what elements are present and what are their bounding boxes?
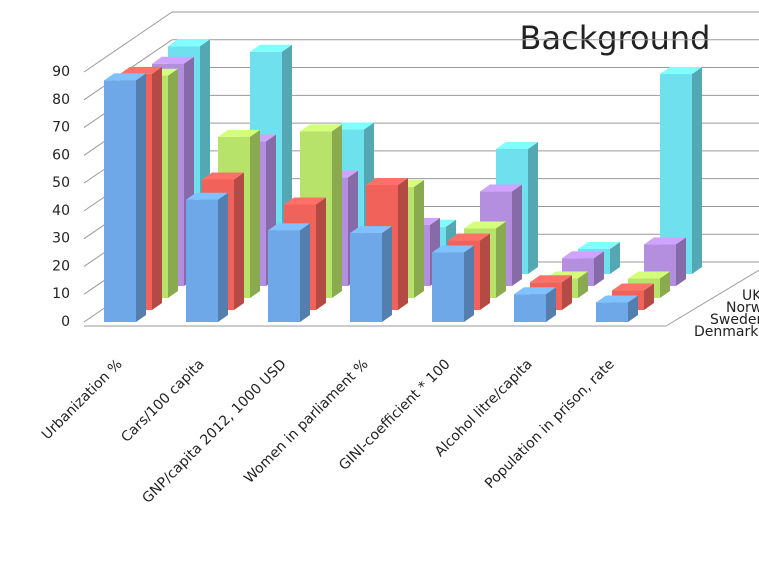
bar-side [382, 226, 392, 322]
bar-top [350, 226, 392, 234]
bar [432, 252, 464, 322]
bar-top [120, 66, 162, 74]
y-tick-label: 60 [52, 147, 70, 163]
bar-side [464, 245, 474, 322]
y-tick-label: 50 [52, 175, 70, 191]
bar-side [546, 287, 556, 322]
bar-top [152, 56, 194, 64]
grid-line [83, 11, 173, 73]
bar-side [414, 179, 424, 298]
y-tick-label: 0 [61, 314, 70, 330]
y-tick-label: 70 [52, 120, 70, 136]
chart-title: Background [520, 19, 711, 57]
bar-top [514, 287, 556, 295]
bar-side [528, 142, 538, 274]
bar [514, 294, 546, 322]
series-label: Sweden [710, 312, 759, 328]
bar-side [316, 197, 326, 310]
bar-side [480, 233, 490, 310]
bar-top [530, 275, 572, 283]
bar-side [628, 295, 638, 322]
bar [104, 80, 136, 322]
bar-top [186, 192, 228, 200]
bar-side [332, 124, 342, 298]
y-tick-label: 10 [52, 286, 70, 302]
series-label: UK [742, 288, 759, 304]
bar [186, 199, 218, 322]
bar-side [398, 178, 408, 310]
bar-top [300, 124, 342, 132]
bar [268, 230, 300, 322]
bar-top [332, 122, 374, 130]
bar-side [152, 66, 162, 310]
bar-top [448, 233, 490, 241]
bar-side [512, 184, 522, 286]
bar-side [578, 271, 588, 298]
bar-top [202, 172, 244, 180]
bar [350, 233, 382, 322]
bar-top [596, 295, 638, 303]
bar-top [578, 242, 620, 249]
bar-side [168, 68, 178, 299]
bar-side [610, 242, 620, 274]
x-tick-label: GNP/capita 2012, 1000 USD [139, 356, 289, 506]
bar-top [644, 237, 686, 245]
y-tick-label: 30 [52, 231, 70, 247]
bar-side [644, 283, 654, 310]
bar-side [692, 67, 702, 274]
bar-top [432, 245, 474, 253]
bar-top [612, 283, 654, 291]
bar-top [480, 184, 522, 192]
bar-top [628, 271, 670, 279]
bar-side [250, 129, 260, 298]
bar-top [268, 223, 310, 231]
bar-side [660, 271, 670, 298]
bar-side [136, 73, 146, 322]
bar-side [594, 251, 604, 286]
bar-top [366, 178, 408, 185]
bar-side [300, 223, 310, 322]
bar-side [234, 172, 244, 310]
y-tick-label: 90 [52, 64, 70, 80]
bar-top [168, 39, 210, 47]
x-tick-label: Cars/100 capita [118, 356, 207, 445]
bar-top [104, 73, 146, 81]
bar-top [250, 44, 292, 52]
floor-edge [665, 269, 759, 327]
bar-top [218, 129, 260, 137]
series-label: Denmark [694, 324, 759, 340]
y-tick-label: 80 [52, 92, 70, 108]
y-tick-label: 20 [52, 258, 70, 274]
bar-side [676, 237, 686, 286]
bar-top [496, 142, 538, 149]
bar-side [218, 192, 228, 322]
series-label: Norway [726, 300, 759, 316]
bar [596, 302, 628, 322]
y-tick-label: 40 [52, 203, 70, 219]
bar-top [284, 197, 326, 205]
bar-top [562, 251, 604, 259]
x-tick-label: Population in prison, rate [482, 356, 618, 492]
x-tick-label: Urbanization % [39, 356, 126, 443]
bar-side [496, 221, 506, 298]
bar-side [562, 275, 572, 310]
bar-top [660, 67, 702, 74]
bar-top [464, 221, 506, 229]
